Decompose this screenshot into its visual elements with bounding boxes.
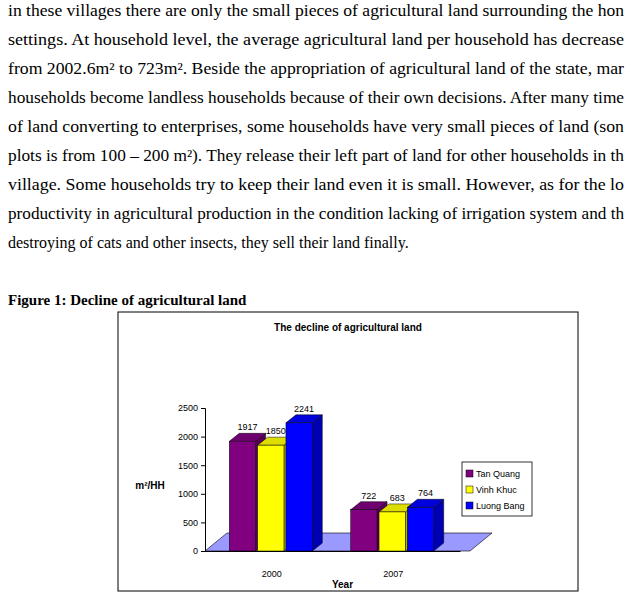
bar	[407, 507, 433, 551]
legend-swatch	[466, 502, 473, 509]
chart-frame	[118, 312, 578, 591]
bar-side	[312, 415, 322, 551]
bar	[351, 510, 377, 551]
paragraph-line: in these villages there are only the sma…	[8, 2, 624, 20]
bar-side	[434, 499, 444, 551]
y-tick-mark	[201, 494, 205, 495]
x-tick: 2007	[383, 569, 403, 579]
chart: The decline of agricultural land 0 500 1000…	[118, 312, 578, 591]
paragraph-line: plots is from 100 – 200 m²). They releas…	[8, 147, 624, 165]
legend-swatch	[466, 470, 473, 477]
legend-label: Luong Bang	[476, 501, 525, 511]
legend-box	[462, 462, 532, 516]
bar	[258, 445, 284, 551]
y-tick-label: 500	[183, 518, 198, 528]
legend: Tan Quang Vinh Khuc Luong Bang	[462, 462, 532, 516]
chart-title: The decline of agricultural land	[274, 322, 422, 333]
y-tick-mark	[201, 522, 205, 523]
y-tick: 0	[193, 546, 205, 556]
paragraph-line: of land converting to enterprises, some …	[8, 118, 624, 136]
x-axis: 2000 2007	[206, 552, 461, 580]
bar	[229, 441, 255, 551]
bar-top	[351, 502, 387, 510]
x-axis-title: Year	[332, 579, 353, 590]
y-tick: 1000	[178, 489, 205, 499]
y-tick-label: 1000	[178, 489, 198, 499]
y-tick: 500	[183, 518, 205, 528]
y-tick-label: 0	[193, 546, 198, 556]
paragraph-line: productivity in agricultural production …	[8, 205, 624, 223]
bar-top	[229, 433, 265, 441]
y-axis-title: m²/HH	[135, 480, 164, 491]
y-axis-line	[201, 409, 206, 552]
y-tick: 2500	[178, 403, 205, 413]
data-label: 1917	[237, 422, 257, 432]
y-tick: 2000	[178, 432, 205, 442]
y-tick-label: 2500	[178, 403, 198, 413]
page: in these villages there are only the sma…	[0, 0, 632, 594]
y-tick-mark	[201, 551, 205, 552]
legend-swatch	[466, 486, 473, 493]
x-tick-label: 2000	[262, 569, 282, 579]
bar-top	[407, 499, 443, 507]
y-axis: 0 500 1000 1500 2000 2500	[178, 403, 206, 556]
y-tick-label: 2000	[178, 432, 198, 442]
figure-caption: Figure 1: Decline of agricultural land	[8, 292, 247, 308]
y-tick: 1500	[178, 461, 205, 471]
y-tick-label: 1500	[178, 461, 198, 471]
bar	[286, 423, 312, 551]
bar	[379, 512, 405, 551]
paragraph-line: from 2002.6m² to 723m². Beside the appro…	[8, 60, 625, 78]
y-tick-mark	[201, 437, 205, 438]
paragraph-line: village. Some households try to keep the…	[8, 176, 624, 194]
y-tick-mark	[201, 408, 205, 409]
data-label: 1850	[266, 426, 286, 436]
x-tick: 2000	[262, 569, 282, 579]
data-labels: 1917 722 1850 683 2241 764	[237, 404, 433, 503]
bars	[229, 415, 443, 551]
data-label: 764	[418, 488, 433, 498]
y-tick-mark	[201, 465, 205, 466]
bar-top	[286, 415, 322, 423]
paragraph-line: destroying of cats and other insects, th…	[8, 234, 409, 252]
paragraph-line: households become landless households be…	[8, 89, 624, 107]
data-label: 683	[390, 493, 405, 503]
data-label: 722	[361, 491, 376, 501]
x-tick-label: 2007	[383, 569, 403, 579]
data-label: 2241	[294, 404, 314, 414]
paragraph-line: settings. At household level, the averag…	[8, 31, 624, 49]
legend-label: Tan Quang	[476, 469, 520, 479]
legend-label: Vinh Khuc	[476, 485, 517, 495]
